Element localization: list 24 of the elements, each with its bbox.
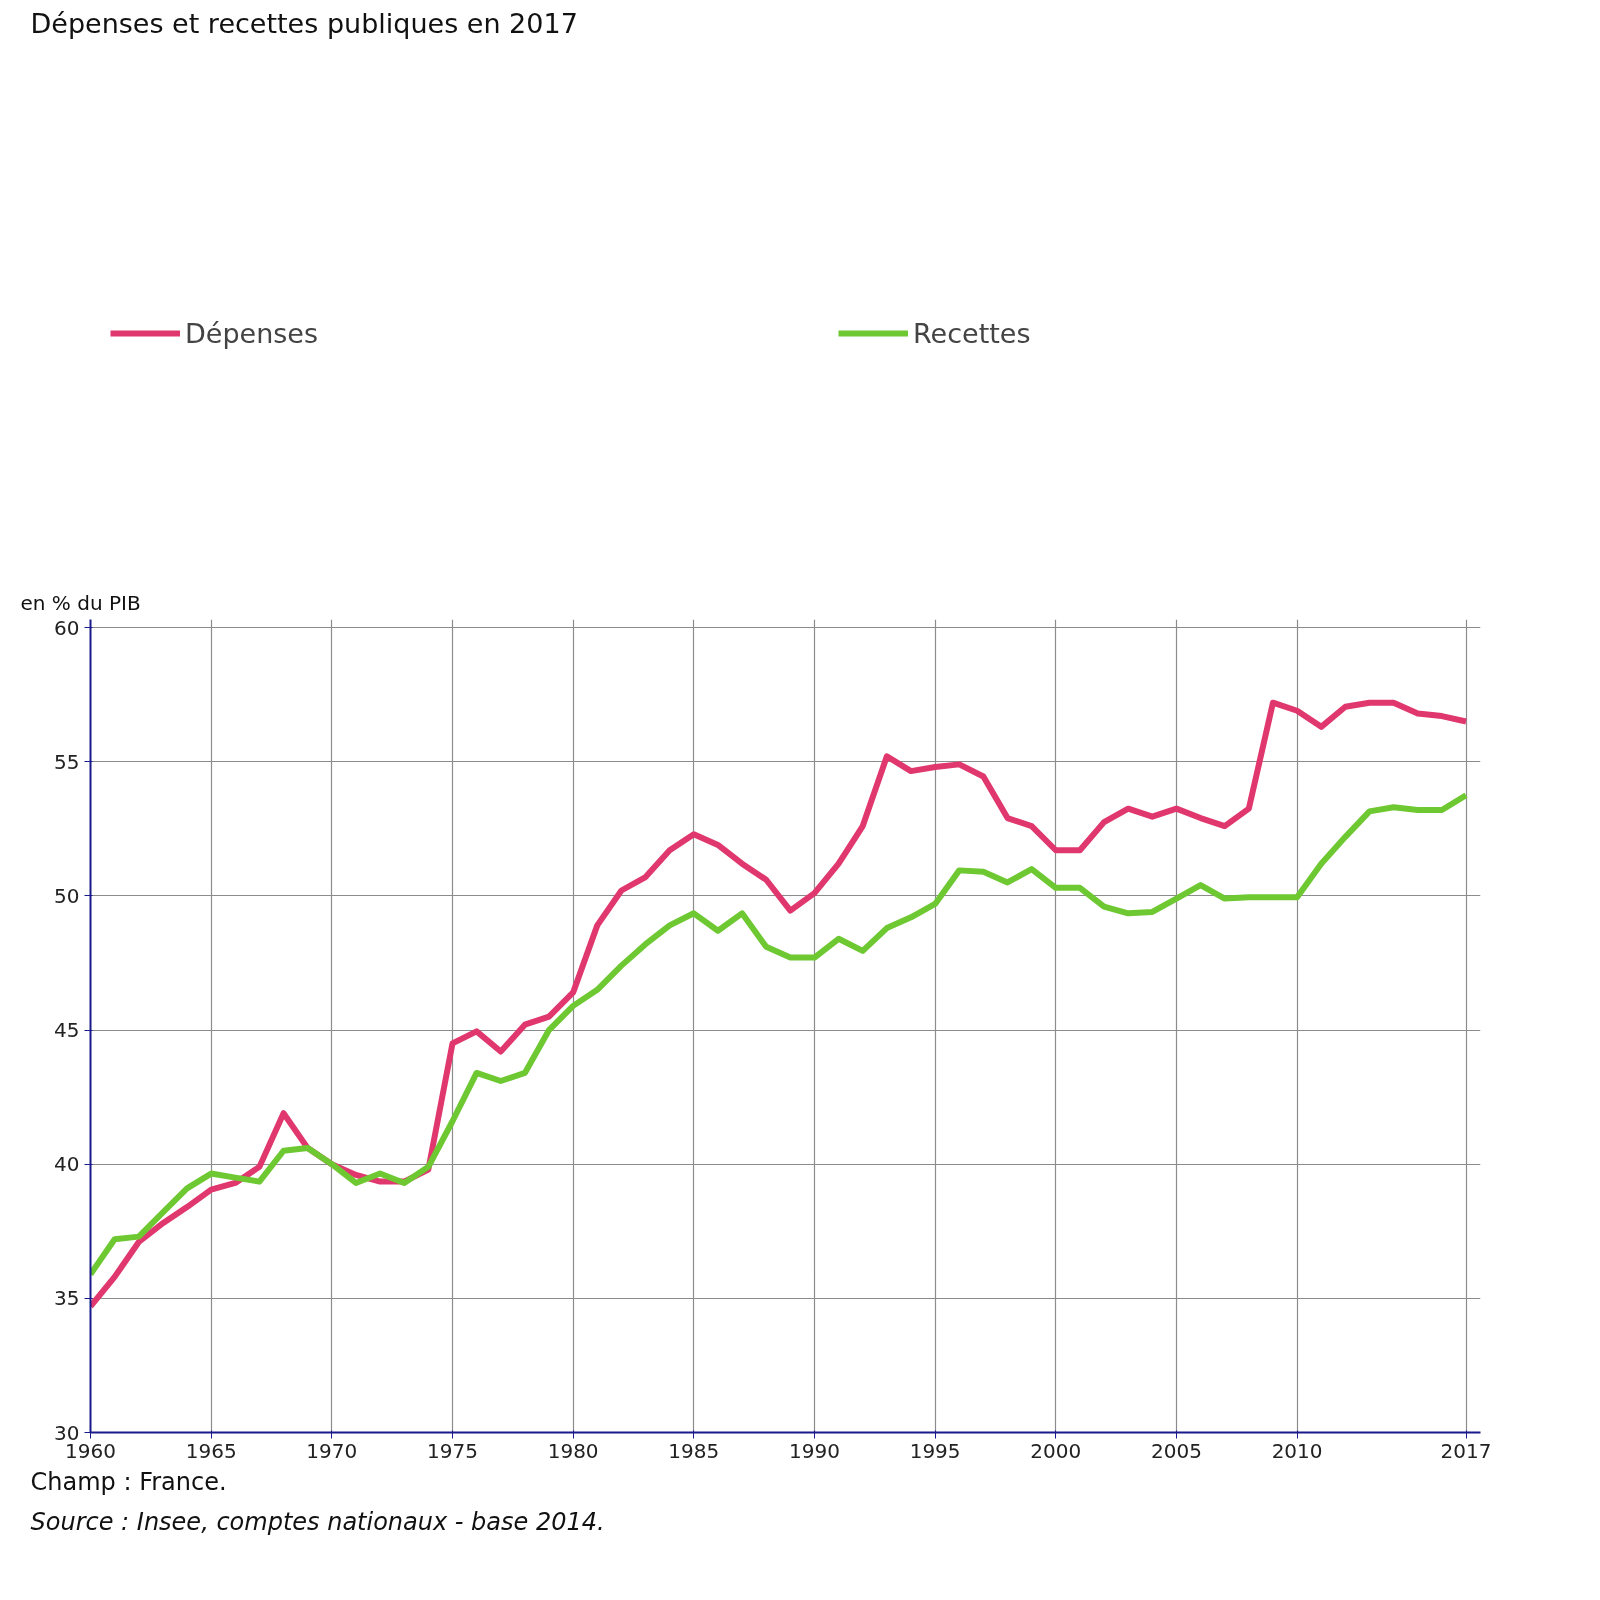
- x-tick-label: 1995: [909, 1438, 961, 1463]
- y-tick-label: 60: [54, 615, 80, 640]
- x-tick-label: 2000: [1030, 1438, 1082, 1463]
- x-tick-label: 1965: [185, 1438, 237, 1463]
- x-tick-label: 1980: [547, 1438, 599, 1463]
- x-tick-label: 1970: [306, 1438, 358, 1463]
- source-note: Source : Insee, comptes nationaux - base 2014.: [30, 1507, 605, 1536]
- y-tick-label: 40: [54, 1152, 80, 1177]
- x-tick-label: 2005: [1150, 1438, 1202, 1463]
- x-tick-label: 1990: [789, 1438, 840, 1463]
- text: Champ : France.: [30, 1467, 227, 1496]
- x-tick-label: 1985: [668, 1438, 720, 1463]
- y-tick-label: 45: [54, 1018, 80, 1043]
- y-axis-title: en % du PIB: [20, 590, 141, 615]
- y-tick-label: 55: [54, 749, 80, 774]
- y-tick-label: 30: [54, 1420, 80, 1445]
- x-tick-label: 2010: [1271, 1438, 1323, 1463]
- chart-title: Dépenses et recettes publiques en 2017: [30, 7, 578, 39]
- legend-label: Recettes: [913, 317, 1031, 349]
- legend-label: Dépenses: [185, 317, 319, 349]
- x-tick-label: 1975: [427, 1438, 478, 1463]
- y-tick-label: 35: [54, 1286, 80, 1311]
- y-tick-label: 50: [54, 883, 80, 908]
- x-tick-label: 2017: [1440, 1438, 1492, 1463]
